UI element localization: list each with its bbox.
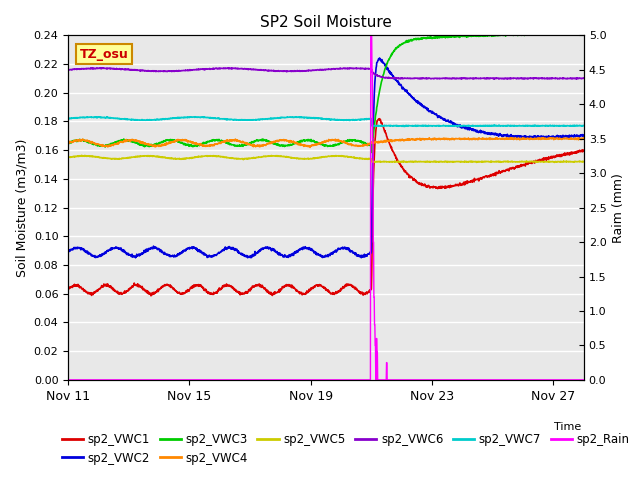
Text: Time: Time xyxy=(554,421,581,432)
Title: SP2 Soil Moisture: SP2 Soil Moisture xyxy=(260,15,392,30)
Text: TZ_osu: TZ_osu xyxy=(79,48,128,61)
Legend: sp2_VWC1, sp2_VWC2, sp2_VWC3, sp2_VWC4, sp2_VWC5, sp2_VWC6, sp2_VWC7, sp2_Rain: sp2_VWC1, sp2_VWC2, sp2_VWC3, sp2_VWC4, … xyxy=(57,428,634,469)
Y-axis label: Raim (mm): Raim (mm) xyxy=(612,173,625,242)
Y-axis label: Soil Moisture (m3/m3): Soil Moisture (m3/m3) xyxy=(15,138,28,277)
